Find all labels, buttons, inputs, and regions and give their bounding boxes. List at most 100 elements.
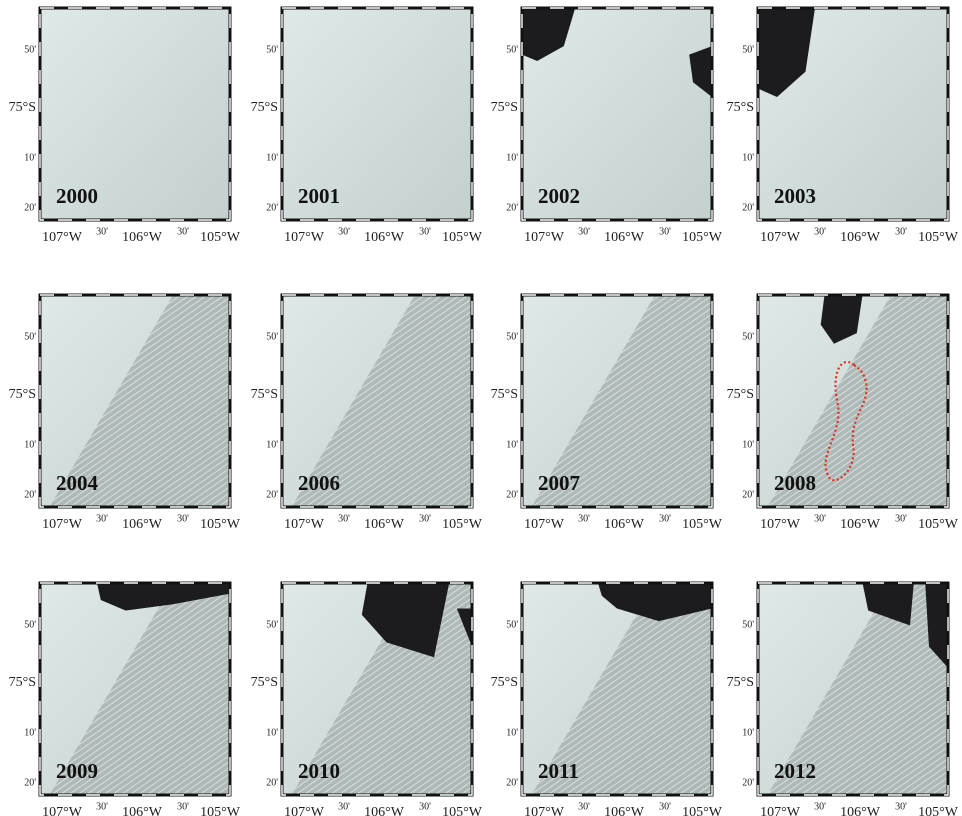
lon-label: 30' <box>96 513 108 524</box>
lat-label: 75°S <box>727 387 754 402</box>
lon-label: 106°W <box>364 517 405 532</box>
lat-label: 10' <box>742 439 754 450</box>
lat-label: 50' <box>266 44 278 55</box>
year-label: 2006 <box>298 471 340 495</box>
lon-label: 106°W <box>364 230 405 245</box>
lon-label: 106°W <box>604 230 645 245</box>
lat-label: 75°S <box>491 675 518 690</box>
lon-label: 30' <box>578 801 590 812</box>
lon-label: 107°W <box>284 517 325 532</box>
lat-label: 50' <box>506 331 518 342</box>
lat-label: 50' <box>24 44 36 55</box>
lat-label: 20' <box>506 777 518 788</box>
lat-label: 20' <box>266 202 278 213</box>
year-label: 2000 <box>56 184 98 208</box>
lon-label: 106°W <box>604 517 645 532</box>
lon-label: 30' <box>96 226 108 237</box>
lon-label: 30' <box>578 513 590 524</box>
lon-label: 107°W <box>760 230 801 245</box>
lon-label: 30' <box>659 801 671 812</box>
lon-label: 106°W <box>122 517 163 532</box>
lon-label: 30' <box>338 513 350 524</box>
lat-label: 75°S <box>727 675 754 690</box>
lon-label: 105°W <box>442 517 483 532</box>
lat-label: 10' <box>24 152 36 163</box>
lon-label: 30' <box>419 801 431 812</box>
lon-label: 30' <box>895 801 907 812</box>
year-label: 2010 <box>298 759 340 783</box>
lon-label: 106°W <box>840 517 881 532</box>
lon-label: 30' <box>338 801 350 812</box>
lon-label: 106°W <box>122 230 163 245</box>
lon-label: 30' <box>895 226 907 237</box>
lat-label: 10' <box>742 152 754 163</box>
lat-label: 50' <box>742 331 754 342</box>
lon-label: 107°W <box>42 230 83 245</box>
lon-label: 105°W <box>442 230 483 245</box>
lon-label: 30' <box>578 226 590 237</box>
lon-label: 30' <box>177 513 189 524</box>
year-label: 2009 <box>56 759 98 783</box>
lon-label: 105°W <box>682 517 723 532</box>
lat-label: 20' <box>742 202 754 213</box>
lat-label: 10' <box>266 152 278 163</box>
lon-label: 105°W <box>682 805 723 816</box>
map-panel: 200050'75°S10'20'107°W30'106°W30'105°W <box>9 8 241 245</box>
lon-label: 30' <box>814 226 826 237</box>
year-label: 2012 <box>774 759 816 783</box>
lon-label: 105°W <box>200 517 241 532</box>
year-label: 2011 <box>538 759 579 783</box>
lat-label: 20' <box>506 489 518 500</box>
lat-label: 20' <box>742 489 754 500</box>
lat-label: 10' <box>266 727 278 738</box>
lon-label: 107°W <box>284 805 325 816</box>
year-label: 2001 <box>298 184 340 208</box>
lat-label: 10' <box>506 439 518 450</box>
lon-label: 30' <box>96 801 108 812</box>
lon-label: 30' <box>895 513 907 524</box>
lon-label: 30' <box>419 513 431 524</box>
lon-label: 105°W <box>918 517 959 532</box>
lon-label: 106°W <box>364 805 405 816</box>
lat-label: 75°S <box>251 100 278 115</box>
lon-label: 30' <box>177 226 189 237</box>
lon-label: 30' <box>659 226 671 237</box>
lon-label: 30' <box>814 801 826 812</box>
lon-label: 105°W <box>200 805 241 816</box>
lon-label: 105°W <box>918 805 959 816</box>
year-label: 2008 <box>774 471 816 495</box>
lat-label: 75°S <box>9 100 36 115</box>
lat-label: 50' <box>742 44 754 55</box>
lon-label: 107°W <box>760 517 801 532</box>
lon-label: 106°W <box>122 805 163 816</box>
lat-label: 10' <box>24 439 36 450</box>
lat-label: 20' <box>24 777 36 788</box>
lon-label: 105°W <box>442 805 483 816</box>
lat-label: 50' <box>506 619 518 630</box>
lon-label: 30' <box>338 226 350 237</box>
lon-label: 107°W <box>42 805 83 816</box>
lat-label: 10' <box>742 727 754 738</box>
lat-label: 50' <box>266 331 278 342</box>
lon-label: 107°W <box>42 517 83 532</box>
lat-label: 10' <box>266 439 278 450</box>
lat-label: 75°S <box>251 387 278 402</box>
lat-label: 75°S <box>9 675 36 690</box>
lat-label: 10' <box>506 727 518 738</box>
lon-label: 30' <box>177 801 189 812</box>
lon-label: 105°W <box>200 230 241 245</box>
lat-label: 10' <box>24 727 36 738</box>
lon-label: 30' <box>814 513 826 524</box>
lon-label: 107°W <box>284 230 325 245</box>
year-label: 2007 <box>538 471 580 495</box>
lat-label: 75°S <box>491 100 518 115</box>
lon-label: 107°W <box>524 517 565 532</box>
lat-label: 20' <box>24 489 36 500</box>
lon-label: 30' <box>419 226 431 237</box>
